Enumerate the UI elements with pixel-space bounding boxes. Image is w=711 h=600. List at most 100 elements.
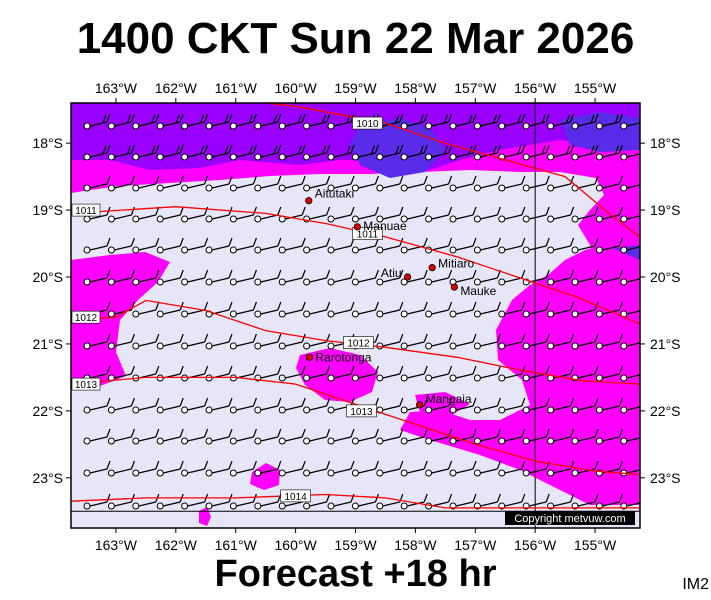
wind-barb-staff [114,501,132,507]
wind-barb-staff [626,374,640,379]
wind-barb [205,269,233,286]
wind-barb-staff [285,405,303,411]
lat-label-right: 23°S [650,470,681,486]
wind-barb [449,365,477,382]
wind-barb-staff [138,214,156,220]
wind-barb-staff [602,245,620,251]
wind-barb-station [547,153,555,161]
wind-barb-staff [236,183,254,189]
town-dot[interactable] [404,273,412,281]
wind-barb [400,333,428,350]
town-marker[interactable]: Mangaia [415,392,472,409]
wind-barb [229,493,257,510]
wind-barb-staff [529,341,547,347]
wind-barb-station [498,184,506,192]
wind-barb-station [571,310,579,318]
town-dot[interactable] [305,353,313,361]
wind-barb-feather [248,145,253,155]
town-dot[interactable] [415,401,424,409]
wind-barb-feather [204,206,209,216]
wind-barb-station [620,437,628,445]
wind-barb-staff [309,501,327,507]
wind-barb-staff [89,214,108,220]
wind-barb-staff [407,277,425,283]
wind-barb-feather [326,237,331,247]
wind-barb-staff [455,183,474,189]
wind-barb-station [376,469,384,477]
wind-barb [254,175,282,192]
wind-barb [571,269,599,286]
wind-barb-station [132,153,140,161]
wind-barb-station [351,310,359,318]
wind-barb [327,301,355,318]
wind-barb-station [132,278,140,286]
wind-barb-feather [252,428,257,438]
town-marker[interactable]: Mitiaro [428,257,475,272]
wind-barb-feather [570,365,575,375]
wind-barb-feather [252,144,257,154]
town-marker[interactable]: Mauke [450,283,497,298]
wind-barb [156,175,184,192]
lon-label-top: 161°W [215,80,258,96]
wind-barb-staff [382,405,400,411]
wind-barb-feather [545,206,550,216]
wind-barb [400,175,428,192]
wind-barb-feather [594,460,599,470]
wind-barb [303,397,331,414]
wind-barb-staff [382,341,400,347]
wind-barb-station [522,310,530,318]
wind-barb-station [278,278,286,286]
lat-label-left: 19°S [32,202,63,218]
wind-barb-staff [431,152,449,158]
wind-barb-feather [204,301,209,311]
wind-barb-staff [553,214,571,220]
wind-barb-feather [326,460,331,470]
wind-barb-staff [407,341,425,347]
wind-barb-feather [350,175,355,185]
town-dot[interactable] [428,264,436,272]
wind-barb-staff [89,245,108,251]
wind-barb-feather [590,145,595,155]
wind-barb-staff [163,152,181,158]
town-dot[interactable] [450,283,458,291]
wind-barb [522,144,550,161]
town-marker[interactable]: Atiu [381,266,412,281]
wind-barb-staff [285,121,303,127]
wind-barb [498,365,526,382]
wind-barb-station [473,310,481,318]
wind-barb-staff [333,468,352,474]
wind-barb [571,428,599,445]
wind-barb-staff [626,342,640,347]
wind-barb [181,333,209,350]
town-dot[interactable] [353,223,361,231]
wind-barb-station [327,342,335,350]
town-marker[interactable]: Aitutaki [305,187,355,205]
wind-barb-feather [423,175,428,185]
wind-barb [83,460,111,477]
town-marker[interactable]: Rarotonga [305,350,372,364]
town-dot[interactable] [305,197,313,205]
wind-barb-feather [326,206,331,216]
wind-barb-station [400,437,408,445]
wind-barb-station [254,310,262,318]
lon-label-bottom: 156°W [514,537,557,553]
wind-barb [473,460,501,477]
wind-barb-staff [382,183,400,189]
wind-barb [254,144,282,161]
wind-barb [498,113,526,130]
wind-barb-feather [350,460,355,470]
town-marker[interactable]: Manuae [353,219,407,233]
wind-barb-station [205,215,213,223]
plot-area: 10101011101210131014101110121013Aitutaki… [71,103,640,528]
wind-barb-staff [553,501,571,507]
wind-barb-staff [89,405,108,411]
wind-barb-staff [358,214,376,220]
wind-barb-feather [521,237,526,247]
wind-barb [425,144,453,161]
wind-barb [498,206,526,223]
wind-barb-station [376,153,384,161]
lon-label-bottom: 159°W [334,537,377,553]
wind-barb-feather [277,397,282,407]
wind-barb-station [278,153,286,161]
